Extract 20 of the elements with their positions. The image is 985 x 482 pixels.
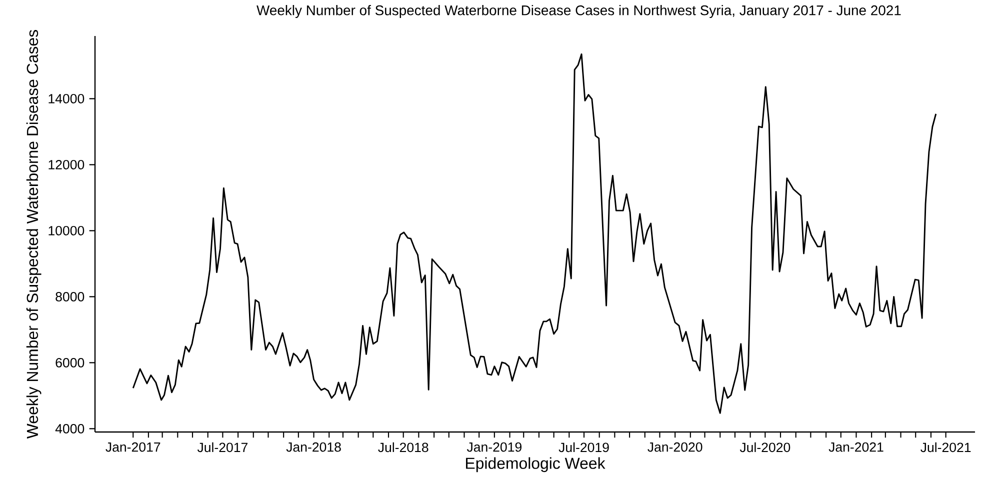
y-tick-label: 12000: [48, 160, 84, 170]
chart-title: Weekly Number of Suspected Waterborne Disease Cases in Northwest Syria, January 2017 - June 2021: [256, 5, 901, 18]
y-tick-label: 10000: [48, 226, 84, 236]
y-axis-title: Weekly Number of Suspected Waterborne Disease Cases: [26, 30, 42, 439]
x-tick-label: Jul-2020: [740, 442, 790, 452]
x-tick-label: Jan-2018: [286, 442, 341, 452]
line-series: [132, 53, 937, 414]
y-tick-label: 4000: [55, 424, 84, 434]
x-tick-label: Jul-2019: [558, 442, 609, 452]
y-tick-label: 6000: [56, 358, 84, 368]
x-tick-label: Jan-2020: [648, 442, 702, 452]
x-axis-title: Epidemologic Week: [466, 457, 606, 472]
x-tick-label: Jul-2021: [920, 442, 971, 452]
x-tick-label: Jan-2021: [828, 442, 884, 452]
x-tick-label: Jan-2019: [466, 442, 522, 452]
y-tick-label: 8000: [56, 292, 84, 302]
x-tick-label: Jul-2017: [197, 442, 248, 452]
y-tick-label: 14000: [48, 94, 84, 104]
x-tick-label: Jan-2017: [106, 442, 160, 452]
x-tick-label: Jul-2018: [378, 442, 428, 452]
